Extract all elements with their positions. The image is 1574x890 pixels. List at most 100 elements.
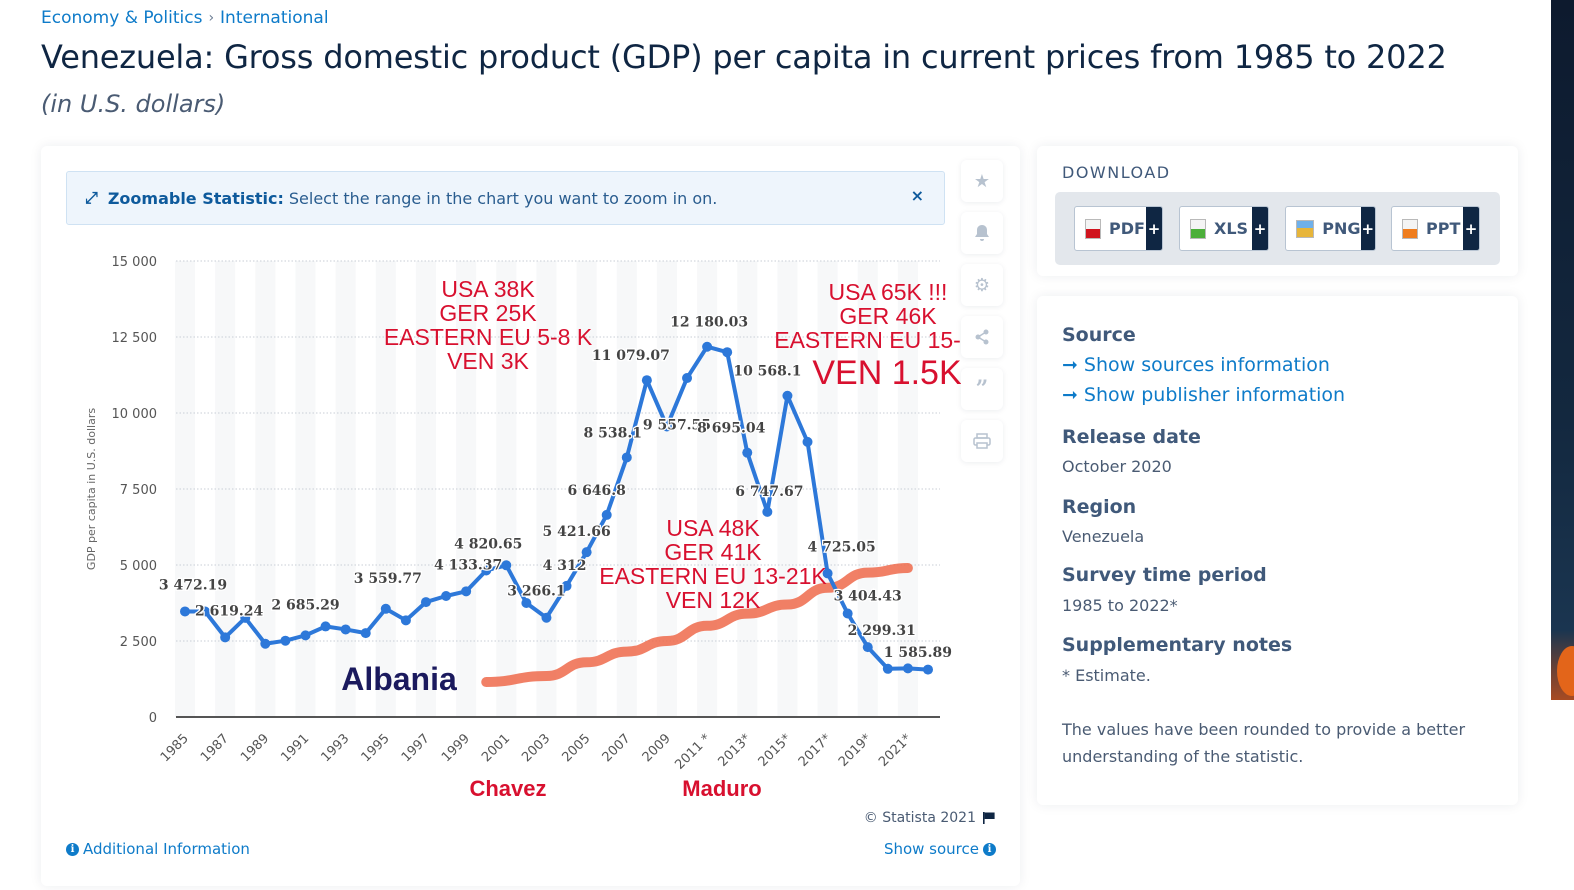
y-tick-label: 10 000	[112, 407, 158, 422]
download-pdf-button[interactable]: PDF +	[1074, 206, 1163, 251]
download-xls-label: XLS	[1214, 219, 1249, 238]
data-point	[902, 663, 913, 674]
data-point	[461, 586, 472, 597]
print-button[interactable]	[961, 420, 1003, 462]
y-tick-label: 2 500	[120, 635, 157, 650]
survey-period-heading: Survey time period	[1062, 564, 1267, 586]
annotation-text: VEN 12K	[666, 587, 761, 613]
data-label: 6 747.67	[735, 484, 803, 500]
data-point	[280, 635, 291, 646]
x-tick-label: 1999	[439, 731, 473, 765]
notification-button[interactable]	[961, 212, 1003, 254]
annotation-text: GER 41K	[664, 539, 762, 565]
x-tick-label: 1995	[359, 731, 393, 765]
data-point	[400, 615, 411, 626]
data-point	[561, 580, 572, 591]
albania-label: Albania	[341, 661, 457, 697]
x-tick-label: 1985	[158, 731, 192, 765]
maduro-label: Maduro	[682, 776, 761, 801]
breadcrumb-separator: ›	[208, 10, 215, 26]
close-icon[interactable]: ×	[910, 186, 924, 205]
data-label: 3 559.77	[354, 571, 422, 587]
release-date-heading: Release date	[1062, 426, 1201, 448]
download-bar: PDF + XLS + PNG + PPT +	[1055, 192, 1500, 265]
show-source-link[interactable]: Show source i	[884, 840, 996, 858]
plus-icon: +	[1146, 207, 1162, 250]
plus-icon: +	[1252, 207, 1268, 250]
cite-button[interactable]: ”	[961, 368, 1003, 410]
additional-information-link[interactable]: i Additional Information	[66, 840, 250, 858]
column-band	[174, 261, 196, 717]
page-title: Venezuela: Gross domestic product (GDP) …	[41, 38, 1447, 76]
column-band	[697, 261, 718, 717]
show-sources-link[interactable]: ➞ Show sources information	[1062, 354, 1330, 376]
download-title: DOWNLOAD	[1062, 163, 1171, 182]
x-tick-label: 1987	[198, 731, 232, 765]
data-point	[380, 603, 391, 614]
column-band	[456, 261, 477, 717]
download-ppt-button[interactable]: PPT +	[1391, 206, 1480, 251]
data-point	[481, 565, 492, 576]
y-tick-label: 12 500	[112, 331, 158, 346]
favorite-button[interactable]: ★	[961, 160, 1003, 202]
plus-icon: +	[1463, 207, 1479, 250]
data-label: 6 646.8	[567, 483, 625, 499]
copyright-text: © Statista 2021	[863, 810, 976, 826]
breadcrumb-economy-politics[interactable]: Economy & Politics	[41, 8, 203, 28]
data-label: 11 079.07	[592, 348, 670, 364]
statista-copyright: © Statista 2021	[864, 810, 996, 826]
settings-button[interactable]: ⚙	[961, 264, 1003, 306]
y-tick-label: 0	[149, 711, 157, 726]
release-date-value: October 2020	[1062, 457, 1172, 476]
data-label: 8 538.1	[584, 425, 642, 441]
annotation-text: GER 25K	[439, 300, 537, 326]
annotation-text: EASTERN EU 13-21K	[599, 563, 827, 589]
quote-icon: ”	[975, 376, 989, 402]
data-label: 3 266.1	[507, 584, 565, 600]
column-band	[616, 261, 637, 717]
column-band	[375, 261, 396, 717]
data-label: 12 180.03	[670, 315, 748, 331]
data-point	[682, 373, 693, 384]
data-point	[782, 390, 793, 401]
column-band	[335, 261, 356, 717]
share-button[interactable]	[961, 316, 1003, 358]
show-source-label: Show source	[883, 840, 979, 858]
download-xls-button[interactable]: XLS +	[1179, 206, 1269, 251]
print-icon	[973, 433, 991, 449]
line-chart[interactable]: 0 2 500 5 000 7 500 10 000 12 500 15 000 GDP pe…	[41, 146, 1020, 806]
data-point	[521, 598, 532, 608]
breadcrumb: Economy & Politics › International	[41, 8, 329, 28]
show-publisher-link[interactable]: ➞ Show publisher information	[1062, 384, 1345, 406]
additional-information-label: Additional Information	[83, 840, 250, 858]
data-point	[220, 632, 231, 643]
show-publisher-label: Show publisher information	[1083, 384, 1346, 406]
data-point	[862, 642, 873, 653]
breadcrumb-international[interactable]: International	[220, 8, 329, 28]
download-png-label: PNG	[1322, 219, 1361, 238]
data-point	[762, 506, 773, 517]
info-icon: i	[66, 842, 79, 856]
supplementary-notes-value: * Estimate.	[1062, 666, 1151, 685]
annotation-text: GER 46K	[839, 303, 937, 329]
data-point	[300, 630, 311, 641]
bell-icon	[975, 225, 989, 241]
data-point	[621, 452, 632, 463]
data-point	[541, 612, 552, 623]
arrow-right-icon: ➞	[1062, 384, 1078, 406]
zoom-banner-message: Select the range in the chart you want t…	[288, 188, 718, 208]
download-png-button[interactable]: PNG +	[1285, 206, 1376, 251]
annotation-text: EASTERN EU 5-8 K	[384, 324, 593, 350]
data-label: 1 585.89	[884, 645, 952, 661]
y-axis-title: GDP per capita in U.S. dollars	[85, 408, 98, 570]
data-point	[661, 421, 672, 432]
flag-icon[interactable]	[982, 811, 996, 825]
data-point	[923, 664, 933, 675]
data-label: 5 421.66	[543, 524, 611, 540]
zoom-banner: ⤢ Zoomable Statistic: Select the range i…	[66, 171, 945, 225]
x-tick-label: 1991	[278, 731, 312, 765]
data-point	[722, 347, 733, 358]
y-tick-label: 7 500	[120, 483, 157, 498]
data-label: 4 312	[543, 558, 587, 574]
data-label: 8 695.04	[697, 421, 765, 437]
